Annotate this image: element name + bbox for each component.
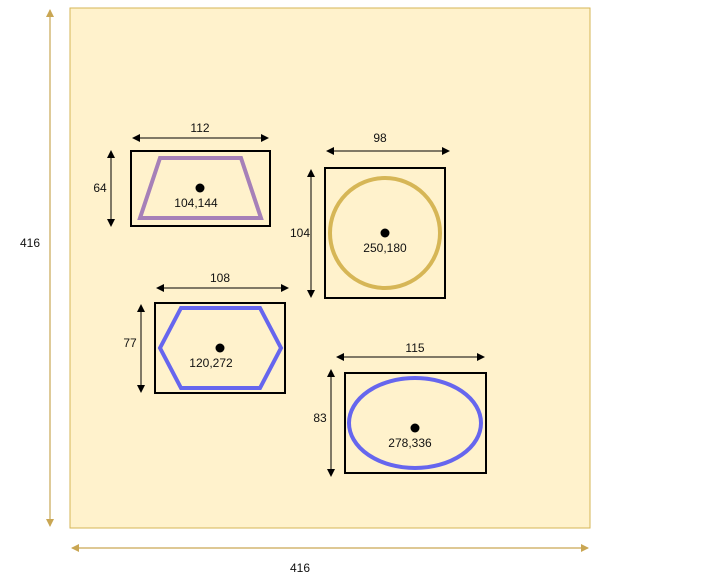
circle-width-label: 98 [373,131,387,145]
trapezoid-shape-group[interactable]: 104,144 112 64 [93,121,271,227]
hexagon-shape-group[interactable]: 120,272 108 77 [123,271,289,394]
trapezoid-center-label: 104,144 [174,196,218,210]
hexagon-shape[interactable] [157,306,284,390]
trapezoid-bounding-box [130,150,271,227]
canvas-width-label: 416 [290,561,310,575]
trapezoid-height-label: 64 [93,181,107,195]
hexagon-center-dot [215,343,225,353]
ellipse-shape[interactable] [347,376,483,470]
canvas-height-label: 416 [20,236,40,250]
ellipse-bounding-box [344,372,487,474]
circle-shape[interactable] [328,176,442,290]
ellipse-width-label: 115 [405,341,424,355]
trapezoid-center-dot [195,183,205,193]
hexagon-height-label: 77 [123,336,137,350]
circle-center-label: 250,180 [363,241,407,255]
canvas-area [69,7,591,529]
ellipse-shape-group[interactable]: 278,336 115 83 [313,341,487,477]
trapezoid-width-label: 112 [190,121,209,135]
hexagon-center-label: 120,272 [189,356,233,370]
ellipse-center-dot [410,423,420,433]
circle-center-dot [380,228,390,238]
circle-bounding-box [324,167,446,299]
trapezoid-shape[interactable] [137,156,264,220]
hexagon-width-label: 108 [210,271,230,285]
hexagon-bounding-box [154,302,286,394]
circle-height-label: 104 [290,226,310,240]
ellipse-center-label: 278,336 [388,436,432,450]
circle-shape-group[interactable]: 250,180 98 104 [290,131,450,299]
ellipse-height-label: 83 [313,411,327,425]
